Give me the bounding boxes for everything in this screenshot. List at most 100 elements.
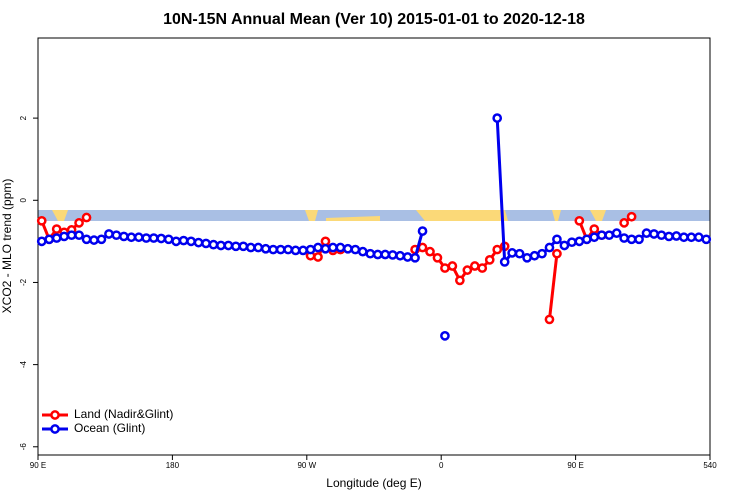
land-mask <box>38 210 710 221</box>
point <box>141 233 152 243</box>
point <box>81 212 92 223</box>
point <box>589 232 600 243</box>
point <box>313 242 323 253</box>
point <box>529 250 540 261</box>
point <box>455 275 465 286</box>
plot-frame <box>37 37 711 456</box>
legend-label: Ocean (Glint) <box>74 421 145 435</box>
point <box>402 252 413 262</box>
point <box>664 231 674 242</box>
point <box>36 236 47 247</box>
point <box>567 237 577 248</box>
point <box>395 250 405 261</box>
point <box>74 230 84 241</box>
point <box>290 245 301 256</box>
point <box>574 236 585 247</box>
point <box>357 246 368 257</box>
point <box>507 248 517 258</box>
point <box>372 249 383 260</box>
point <box>693 232 704 243</box>
point <box>171 236 181 247</box>
point <box>649 229 659 239</box>
land-patch <box>552 210 561 221</box>
point <box>440 331 450 341</box>
point <box>111 230 122 241</box>
point <box>253 242 264 253</box>
point <box>66 230 77 241</box>
point <box>36 215 47 226</box>
point <box>425 246 435 257</box>
point <box>163 234 174 245</box>
legend-label: Land (Nadir&Glint) <box>74 407 173 421</box>
point <box>641 228 652 238</box>
point <box>671 231 682 241</box>
x-tick-label: 90 E <box>30 461 46 470</box>
point <box>223 240 234 251</box>
point <box>59 231 69 242</box>
point <box>589 224 600 234</box>
point <box>432 252 443 263</box>
land-patch <box>416 210 508 221</box>
y-tick-label: 2 <box>19 115 28 120</box>
point <box>581 234 592 245</box>
point <box>492 113 503 123</box>
point <box>313 252 323 262</box>
point <box>186 236 196 247</box>
chart-title: 10N-15N Annual Mean (Ver 10) 2015-01-01 … <box>163 11 585 28</box>
x-tick-label: 540 <box>703 461 717 470</box>
point <box>275 244 286 255</box>
point <box>89 235 99 245</box>
point <box>51 224 62 234</box>
point <box>320 243 331 254</box>
mask-band <box>38 210 710 221</box>
point <box>328 242 338 253</box>
point <box>469 261 480 271</box>
point <box>96 234 107 245</box>
point <box>283 244 293 255</box>
series-line <box>547 253 559 320</box>
point <box>178 235 189 246</box>
point <box>44 234 55 245</box>
point <box>574 215 585 226</box>
point <box>544 242 555 253</box>
point <box>619 218 629 228</box>
point <box>447 261 458 271</box>
y-tick-label: -2 <box>19 278 28 286</box>
point <box>604 230 615 241</box>
point <box>596 230 607 241</box>
series <box>36 113 712 341</box>
point <box>656 230 667 241</box>
x-tick-label: 90 W <box>297 461 316 470</box>
point <box>260 243 271 254</box>
point <box>417 226 428 236</box>
x-tick-label: 0 <box>439 461 444 470</box>
point <box>484 255 495 265</box>
y-tick-label: -6 <box>19 443 28 451</box>
x-axis-label: Longitude (deg E) <box>326 476 421 490</box>
point <box>51 233 62 243</box>
point <box>522 252 532 263</box>
legend-marker <box>50 424 60 434</box>
point <box>104 229 114 239</box>
point <box>611 228 622 238</box>
point <box>298 245 308 256</box>
point <box>686 232 697 243</box>
point <box>208 239 219 250</box>
y-tick-label: -4 <box>19 361 28 369</box>
land-patch <box>305 210 318 221</box>
point <box>552 234 562 245</box>
point <box>201 238 211 249</box>
x-tick-label: 180 <box>166 461 180 470</box>
legend-marker <box>50 410 60 420</box>
point <box>544 314 555 325</box>
point <box>126 232 137 243</box>
point <box>679 232 689 243</box>
point <box>305 244 316 255</box>
land-patch <box>326 216 380 221</box>
point <box>156 233 167 244</box>
point <box>559 240 570 251</box>
point <box>440 263 450 273</box>
legend: Land (Nadir&Glint)Ocean (Glint) <box>42 407 173 435</box>
point <box>268 244 279 255</box>
point <box>231 241 241 252</box>
